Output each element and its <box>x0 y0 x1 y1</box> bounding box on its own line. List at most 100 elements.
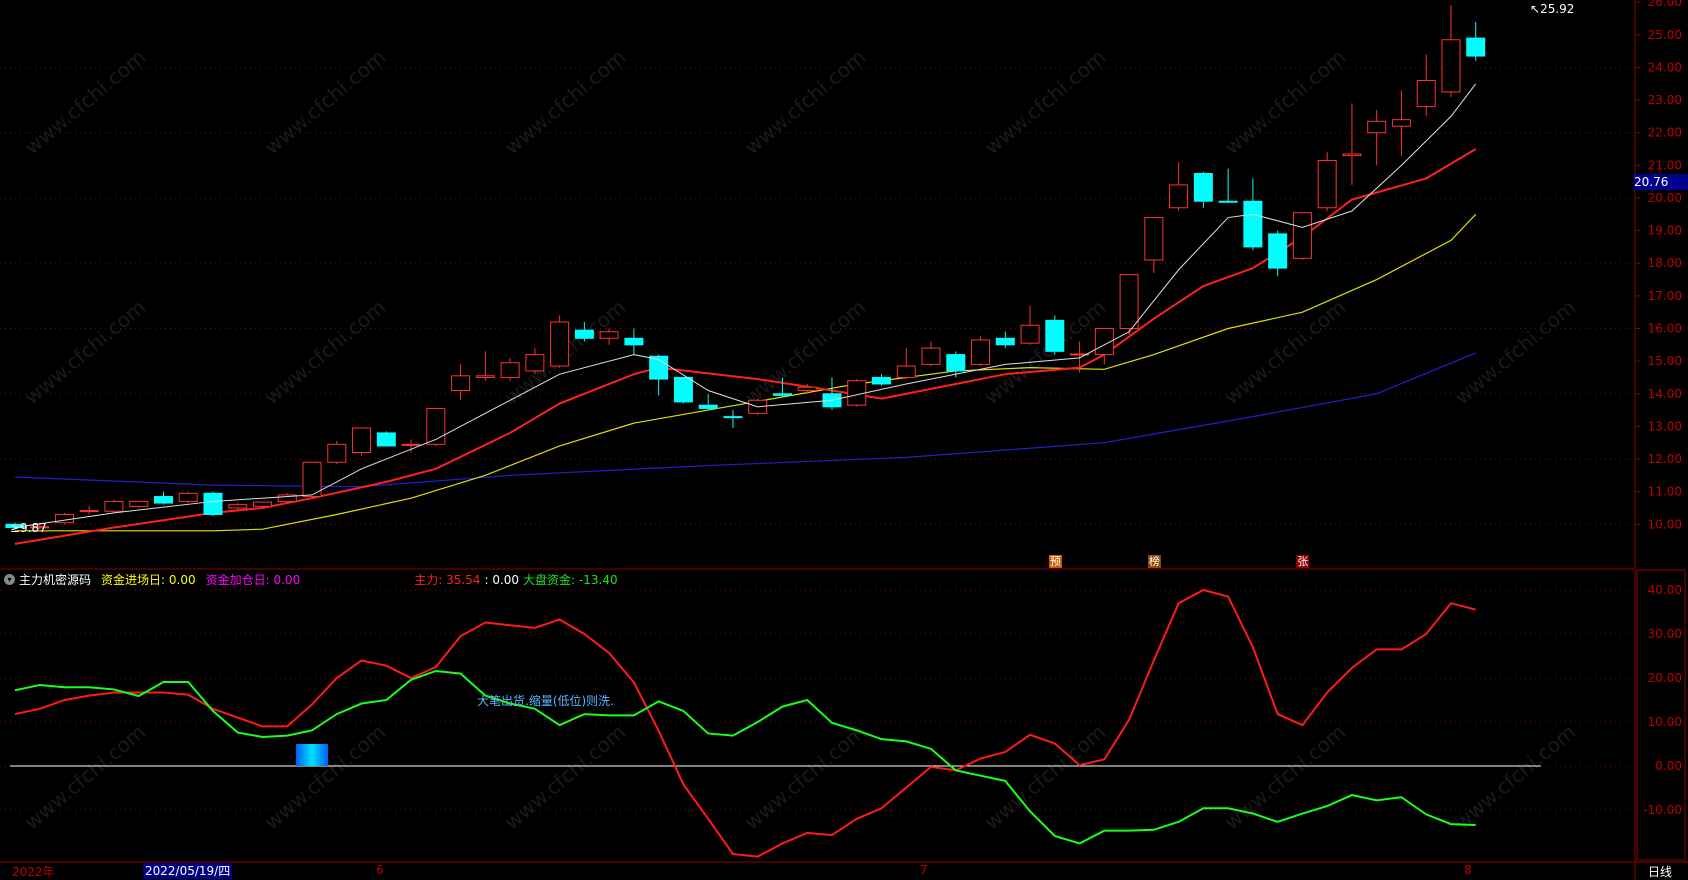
candle-up <box>475 375 495 378</box>
candle-down <box>673 376 693 403</box>
ma5-line <box>14 83 1477 529</box>
candle-up <box>129 500 149 507</box>
month-7: 7 <box>920 863 928 877</box>
candle-down <box>1193 173 1213 202</box>
candle-up <box>599 331 619 339</box>
sep: : <box>484 572 489 587</box>
candle-up <box>1317 159 1337 209</box>
candle-up <box>797 386 817 391</box>
collapse-icon[interactable]: ▾ <box>4 574 15 585</box>
candle-up <box>426 407 446 445</box>
candle-up <box>79 510 99 513</box>
year-label: 2022年 <box>12 865 55 879</box>
ma60-line <box>14 352 1476 488</box>
current-price-tag: 20.76 <box>1634 174 1688 190</box>
month-6: 6 <box>376 863 384 877</box>
y-tick-label: 23.00 <box>1648 93 1682 107</box>
candle-up <box>30 526 50 529</box>
candle-up <box>253 501 273 507</box>
candle-up <box>550 321 570 367</box>
candle-up <box>1144 217 1164 261</box>
sub-y-tick-label: 20.00 <box>1648 671 1682 685</box>
candle-down <box>624 337 644 346</box>
add-label: 资金加仓日: <box>205 573 270 587</box>
sub-y-tick-label: 10.00 <box>1648 715 1682 729</box>
fund-bar <box>296 744 329 766</box>
candle-down <box>872 376 892 385</box>
y-tick-label: 12.00 <box>1648 452 1682 466</box>
candle-down <box>574 329 594 339</box>
candle-up <box>525 354 545 372</box>
y-tick-label: 17.00 <box>1648 289 1682 303</box>
market-value: -13.40 <box>578 573 618 587</box>
candle-up <box>1020 324 1040 344</box>
y-tick-label: 13.00 <box>1648 419 1682 433</box>
sub-y-tick-label: 40.00 <box>1648 583 1682 597</box>
main-value: 35.54 <box>446 573 481 587</box>
high-price-value: 25.92 <box>1540 2 1575 16</box>
candle-up <box>401 443 421 446</box>
candle-down <box>995 337 1015 346</box>
candle-up <box>352 427 372 453</box>
candle-up <box>178 492 198 502</box>
y-tick-label: 18.00 <box>1648 256 1682 270</box>
candle-up <box>896 365 916 378</box>
indicator-header: ▾ 主力机密源码 资金进场日: 0.00 资金加仓日: 0.00 主力: 35.… <box>4 571 622 588</box>
candle-up <box>327 443 347 463</box>
y-tick-label: 21.00 <box>1648 158 1682 172</box>
entry-value: 0.00 <box>168 573 196 587</box>
candle-up <box>500 362 520 378</box>
candle-up <box>1070 353 1090 356</box>
sub-y-tick-label: -10.00 <box>1643 803 1682 817</box>
candle-up <box>1094 328 1114 356</box>
y-tick-label: 26.00 <box>1648 0 1682 9</box>
candle-up <box>277 494 297 502</box>
market-label: 大盘资金: <box>523 573 576 587</box>
month-8: 8 <box>1464 863 1472 877</box>
candle-up <box>921 347 941 365</box>
candle-up <box>1342 153 1362 157</box>
sub-y-tick-label: 0.00 <box>1655 759 1682 773</box>
low-price-label: ≥9.87 <box>10 521 47 535</box>
signal-mark: 榜 <box>1147 555 1161 568</box>
sub-axis-frame <box>1636 569 1686 861</box>
candle-up <box>302 461 322 498</box>
y-tick-label: 22.00 <box>1648 126 1682 140</box>
high-price-label: ↖25.92 <box>1530 2 1575 16</box>
candle-down <box>1045 319 1065 352</box>
candle-up <box>1169 184 1189 209</box>
y-tick-label: 20.00 <box>1648 191 1682 205</box>
candle-down <box>698 404 718 409</box>
market-fund-line <box>14 669 1476 845</box>
candle-down <box>772 393 792 396</box>
y-tick-label: 19.00 <box>1648 224 1682 238</box>
candle-up <box>228 504 248 509</box>
candle-up <box>971 339 991 365</box>
candle-down <box>376 432 396 447</box>
candle-down <box>1243 200 1263 248</box>
candle-down <box>1218 200 1238 203</box>
y-tick-label: 24.00 <box>1648 60 1682 74</box>
main-force-line <box>14 588 1476 858</box>
candle-up <box>1391 119 1411 127</box>
y-tick-label: 15.00 <box>1648 354 1682 368</box>
candle-up <box>847 380 867 406</box>
cursor-date: 2022/05/19/四 <box>143 863 233 879</box>
candle-up <box>451 375 471 391</box>
candle-down <box>1268 233 1288 269</box>
y-tick-label: 10.00 <box>1648 517 1682 531</box>
sub-y-tick-label: 30.00 <box>1648 627 1682 641</box>
signal-mark: 张 <box>1296 555 1310 568</box>
candle-down <box>723 416 743 419</box>
candle-up <box>1292 212 1312 259</box>
sep-value: 0.00 <box>492 572 520 587</box>
period-button[interactable]: 日线 <box>1648 865 1673 879</box>
indicator-name[interactable]: 主力机密源码 <box>19 573 92 587</box>
candle-up <box>1416 80 1436 108</box>
signal-mark: 预 <box>1048 555 1062 568</box>
candle-up <box>104 500 124 512</box>
add-value: 0.00 <box>273 573 301 587</box>
candle-down <box>946 354 966 372</box>
y-tick-label: 16.00 <box>1648 322 1682 336</box>
